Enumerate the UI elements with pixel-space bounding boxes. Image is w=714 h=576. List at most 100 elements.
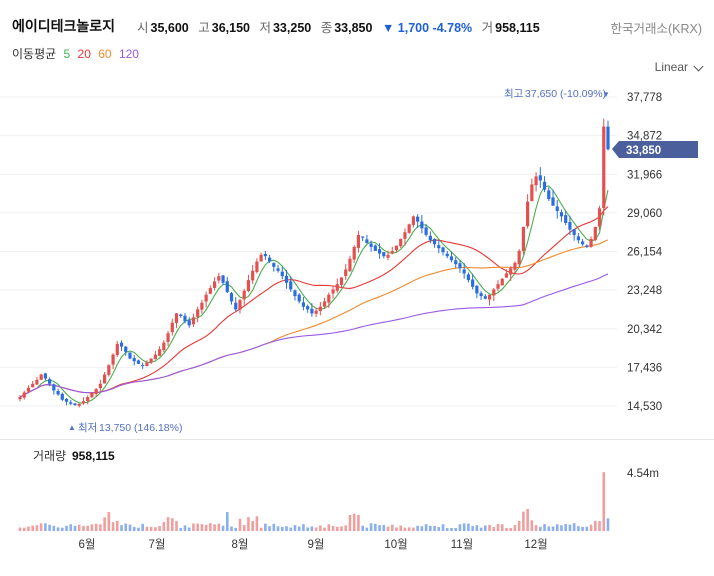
y-tick-label: 23,248 [627, 285, 662, 297]
volume-bar [598, 521, 601, 531]
candle [373, 245, 377, 251]
volume-bar [471, 526, 474, 531]
volume-bar [365, 527, 369, 531]
candle [212, 281, 217, 288]
ma-legend-5[interactable]: 5 [63, 47, 71, 61]
volume-bar [187, 527, 191, 531]
volume-bar [31, 525, 34, 531]
candle [128, 352, 132, 359]
candle [26, 387, 31, 392]
candle [492, 289, 496, 296]
volume-bar [572, 523, 576, 531]
volume-bar [107, 511, 111, 531]
volume-bar [115, 520, 119, 531]
candle [542, 181, 547, 190]
candle [318, 306, 322, 312]
volume-bar [403, 527, 407, 531]
volume-label: 거 [481, 21, 494, 35]
y-tick-label: 29,060 [627, 208, 662, 220]
volume-bar [585, 526, 589, 531]
current-price-tag [612, 141, 698, 158]
candle [73, 403, 77, 406]
candle [94, 389, 98, 394]
volume-bar [382, 525, 386, 531]
scale-dropdown[interactable]: Linear [654, 60, 688, 74]
volume-bar [73, 525, 77, 531]
candle [428, 235, 432, 241]
candle [547, 190, 551, 200]
candle [225, 281, 229, 293]
open-label: 시 [137, 21, 149, 35]
volume-bar [589, 524, 593, 531]
stock-name[interactable]: 에이디테크놀로지 [12, 18, 116, 34]
volume-bar [272, 523, 276, 531]
ma-legend-120[interactable]: 120 [118, 47, 139, 61]
volume-bar [323, 527, 326, 531]
volume-bar [251, 520, 254, 531]
candle [564, 215, 568, 223]
volume-bar [192, 523, 195, 531]
candle [103, 374, 107, 384]
volume-bar [297, 526, 301, 531]
candle [416, 216, 420, 222]
volume-bar [484, 525, 487, 531]
candle [196, 309, 200, 317]
candle [98, 383, 102, 389]
volume-bar [560, 525, 563, 531]
volume-bar [200, 524, 204, 531]
volume-bar [319, 525, 322, 531]
candle [306, 306, 310, 310]
ma-legend-60[interactable]: 60 [98, 47, 112, 61]
y-tick-label: 37,778 [627, 92, 662, 104]
candle [132, 358, 136, 362]
candle [394, 245, 399, 251]
max-annotation-arrow-icon: ▼ [602, 90, 610, 99]
volume-bar [454, 528, 458, 531]
candle [242, 290, 246, 300]
candle [424, 227, 428, 235]
candle [18, 397, 22, 400]
volume-bar [496, 523, 500, 531]
volume-bar [424, 524, 428, 531]
candle [496, 284, 500, 289]
volume-bar [213, 524, 216, 531]
volume-bar [433, 525, 436, 531]
volume-bar [238, 518, 242, 531]
volume-bar [369, 523, 373, 531]
volume-bar [488, 524, 491, 531]
volume-bar [289, 527, 293, 531]
volume-bar [467, 523, 470, 531]
candle [136, 360, 141, 364]
candle [411, 216, 416, 225]
candle [81, 401, 86, 404]
x-tick-label: 7월 [149, 538, 166, 551]
ma-legend-20[interactable]: 20 [77, 47, 91, 61]
ma-legend[interactable]: 이동평균 5 20 60 120 [12, 45, 143, 62]
volume-bar [302, 524, 305, 531]
volume-bar [69, 524, 73, 531]
volume-bar [513, 525, 517, 531]
volume-bar [217, 523, 221, 531]
volume-bar [259, 527, 263, 531]
candle [251, 270, 255, 281]
candle [297, 294, 301, 302]
volume-bar [310, 526, 314, 531]
volume-bar [141, 523, 144, 531]
candle [365, 239, 369, 243]
candle [56, 391, 60, 395]
volume-bar [128, 524, 132, 531]
candle [356, 234, 361, 248]
candle [339, 277, 344, 285]
volume-bar [412, 527, 415, 531]
candle [352, 246, 356, 260]
candle [530, 184, 534, 202]
candle [77, 403, 81, 406]
volume-bar [65, 525, 68, 531]
candle [606, 126, 610, 150]
volume-bar [594, 520, 597, 531]
candle [280, 271, 284, 277]
volume-bar [602, 472, 606, 531]
volume-bar [374, 523, 377, 531]
y-tick-label: 14,530 [627, 401, 662, 413]
